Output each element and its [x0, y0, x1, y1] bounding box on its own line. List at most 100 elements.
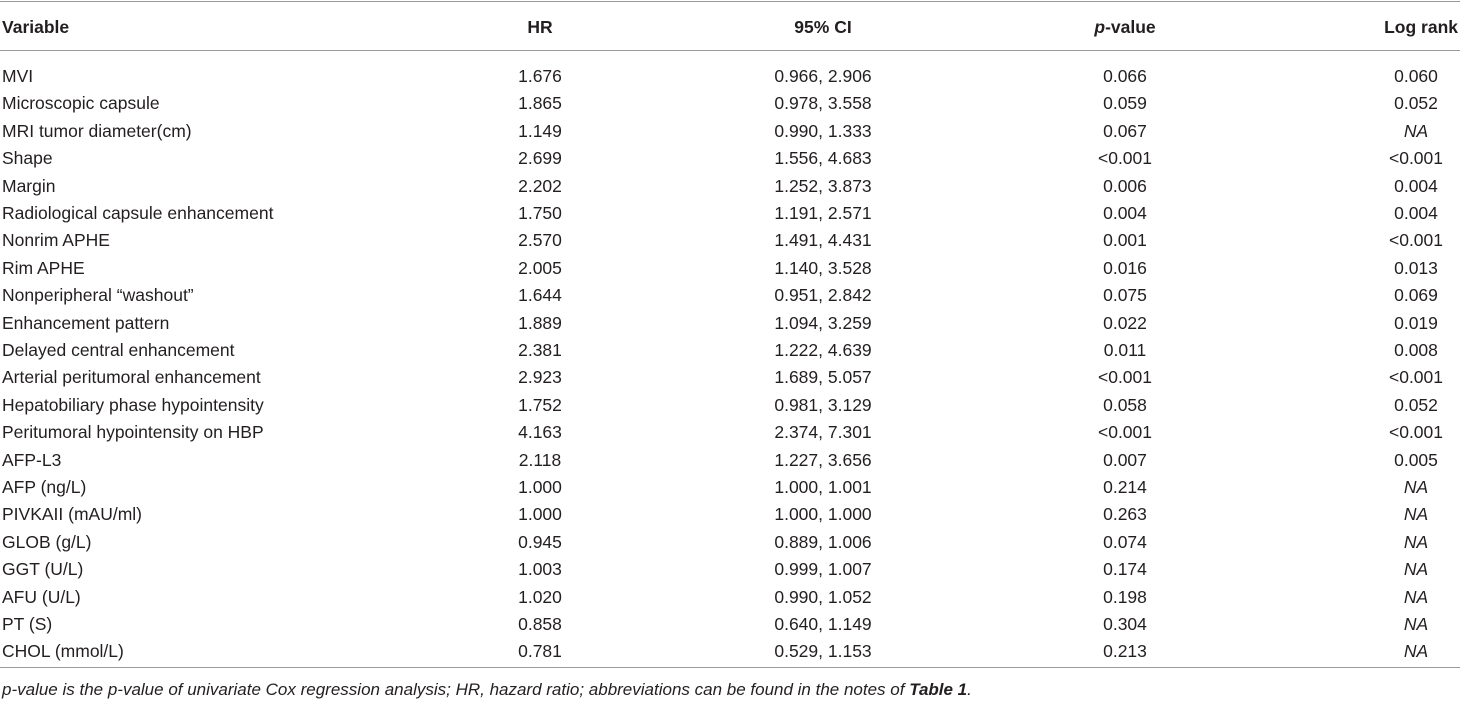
header-text: -value	[1105, 17, 1156, 37]
value-cell: 0.008	[1394, 340, 1438, 360]
value-cell: 2.381	[518, 340, 562, 360]
value-cell: 0.213	[1103, 641, 1147, 662]
value-cell: 0.263	[1103, 504, 1147, 525]
value-cell: 0.304	[1103, 614, 1147, 634]
header-italic: p	[1094, 17, 1106, 37]
value-cell: 0.990, 1.333	[774, 120, 872, 141]
value-cell: 4.163	[518, 422, 562, 443]
value-cell: 0.052	[1394, 394, 1438, 415]
value-cell: 0.067	[1103, 120, 1147, 141]
variable-cell: Rim APHE	[2, 257, 85, 278]
value-cell: 0.999, 1.007	[774, 559, 872, 580]
value-cell: 0.889, 1.006	[774, 531, 872, 552]
value-cell: 1.094, 3.259	[774, 312, 872, 333]
value-cell: NA	[1403, 641, 1429, 662]
footnote-text: p-value is the p-value of univariate Cox…	[2, 680, 910, 699]
value-cell: 1.000	[518, 477, 562, 497]
value-cell: 0.058	[1103, 394, 1147, 415]
value-cell: 1.750	[518, 203, 562, 223]
value-cell: 0.214	[1103, 477, 1147, 497]
value-cell: 2.374, 7.301	[774, 422, 872, 443]
value-cell: <0.001	[1388, 230, 1444, 251]
value-cell: 0.004	[1394, 203, 1438, 223]
footnote: p-value is the p-value of univariate Cox…	[2, 680, 972, 700]
value-cell: 1.865	[518, 93, 562, 114]
value-cell: 0.529, 1.153	[774, 641, 872, 662]
value-cell: 2.923	[518, 367, 562, 388]
variable-cell: GGT (U/L)	[2, 559, 84, 580]
value-cell: 0.004	[1394, 175, 1438, 196]
value-cell: NA	[1403, 586, 1429, 607]
value-cell: 1.556, 4.683	[774, 148, 872, 169]
value-cell: 0.858	[518, 614, 562, 634]
value-cell: 0.052	[1394, 93, 1438, 114]
value-cell: 0.074	[1103, 531, 1147, 552]
header-cell: Variable	[2, 17, 70, 37]
value-cell: 1.676	[518, 66, 562, 86]
value-cell: 0.011	[1103, 340, 1147, 360]
header-cell: HR	[527, 17, 553, 37]
value-cell: <0.001	[1097, 367, 1153, 388]
value-cell: 1.689, 5.057	[774, 367, 872, 388]
variable-cell: PIVKAII (mAU/ml)	[2, 504, 143, 525]
value-cell: 0.004	[1103, 203, 1147, 223]
value-cell: 1.191, 2.571	[774, 203, 872, 223]
variable-cell: AFP-L3	[2, 449, 62, 470]
value-cell: 1.000	[518, 504, 562, 525]
value-cell: <0.001	[1388, 367, 1444, 388]
value-cell: 0.066	[1103, 66, 1147, 86]
value-cell: 0.990, 1.052	[774, 586, 872, 607]
value-cell: 2.005	[518, 257, 562, 278]
value-cell: 1.889	[518, 312, 562, 333]
header-cell: 95% CI	[794, 17, 852, 37]
value-cell: 0.059	[1103, 93, 1147, 114]
footnote-ref: Table 1	[909, 680, 968, 699]
value-cell: 1.003	[518, 559, 562, 580]
variable-cell: AFU (U/L)	[2, 586, 81, 607]
value-cell: 1.491, 4.431	[774, 230, 872, 251]
header-cell: Log rank	[1384, 17, 1458, 37]
variable-cell: Arterial peritumoral enhancement	[2, 367, 261, 388]
value-cell: NA	[1403, 120, 1429, 141]
value-cell: NA	[1403, 477, 1429, 497]
value-cell: 0.075	[1103, 285, 1147, 306]
value-cell: 0.005	[1394, 449, 1438, 470]
value-cell: 2.118	[518, 449, 562, 470]
value-cell: NA	[1403, 614, 1429, 634]
value-cell: 2.699	[518, 148, 562, 169]
value-cell: 2.202	[518, 175, 562, 196]
value-cell: 0.781	[518, 641, 562, 662]
header-cell: p-value	[1094, 17, 1155, 37]
variable-cell: Hepatobiliary phase hypointensity	[2, 394, 264, 415]
variable-cell: CHOL (mmol/L)	[2, 641, 124, 662]
variable-cell: Peritumoral hypointensity on HBP	[2, 422, 264, 443]
value-cell: 0.978, 3.558	[774, 93, 872, 114]
value-cell: 1.222, 4.639	[774, 340, 872, 360]
variable-cell: Delayed central enhancement	[2, 340, 235, 360]
variable-cell: Enhancement pattern	[2, 312, 170, 333]
value-cell: 0.016	[1103, 257, 1147, 278]
value-cell: 0.945	[518, 531, 562, 552]
variable-cell: MRI tumor diameter(cm)	[2, 120, 192, 141]
variable-cell: PT (S)	[2, 614, 53, 634]
value-cell: 0.951, 2.842	[774, 285, 872, 306]
top-rule	[0, 1, 1460, 2]
value-cell: 2.570	[518, 230, 562, 251]
value-cell: NA	[1403, 559, 1429, 580]
value-cell: NA	[1403, 504, 1429, 525]
variable-cell: Shape	[2, 148, 53, 169]
value-cell: 0.966, 2.906	[774, 66, 872, 86]
value-cell: 0.198	[1103, 586, 1147, 607]
variable-cell: AFP (ng/L)	[2, 477, 87, 497]
value-cell: 0.069	[1394, 285, 1438, 306]
value-cell: 1.020	[518, 586, 562, 607]
value-cell: 0.007	[1103, 449, 1147, 470]
header-rule	[0, 50, 1460, 51]
bottom-rule	[0, 667, 1460, 668]
value-cell: 1.149	[518, 120, 562, 141]
value-cell: 0.019	[1394, 312, 1438, 333]
variable-cell: Microscopic capsule	[2, 93, 160, 114]
value-cell: <0.001	[1097, 148, 1153, 169]
value-cell: 0.174	[1103, 559, 1147, 580]
variable-cell: Radiological capsule enhancement	[2, 203, 274, 223]
